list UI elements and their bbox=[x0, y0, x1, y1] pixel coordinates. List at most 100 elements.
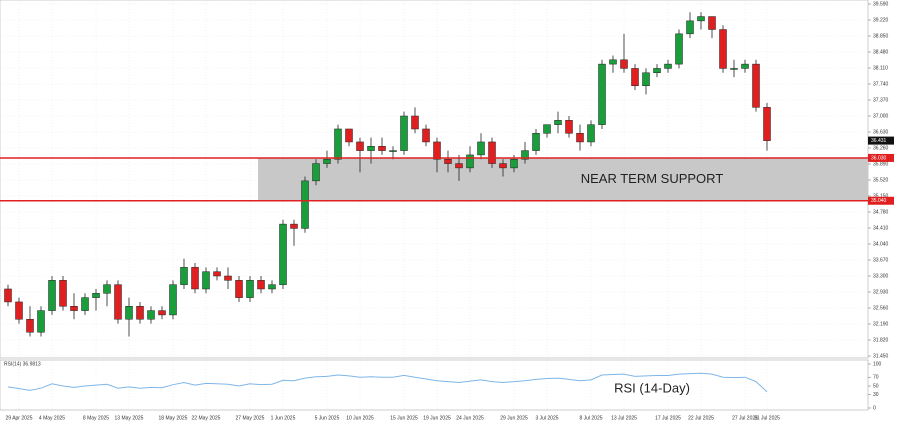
candle-body bbox=[191, 267, 199, 290]
candle-body bbox=[367, 146, 375, 151]
x-tick-label: 29 Apr 2025 bbox=[6, 415, 33, 421]
x-tick-label: 15 Jun 2025 bbox=[390, 415, 418, 421]
x-tick-label: 19 Jun 2025 bbox=[423, 415, 451, 421]
y-tick-label: 37.000 bbox=[873, 113, 889, 119]
candle-body bbox=[433, 141, 441, 160]
candle-body bbox=[26, 318, 34, 333]
y-tick-label: 39.590 bbox=[873, 1, 889, 7]
y-tick-label: 35.890 bbox=[873, 161, 889, 167]
candle-body bbox=[235, 280, 243, 298]
candle-body bbox=[81, 297, 89, 311]
x-tick-label: 27 Jul 2025 bbox=[732, 415, 758, 421]
candle-body bbox=[543, 124, 551, 134]
candle-body bbox=[642, 72, 650, 86]
y-tick-label: 33.300 bbox=[873, 273, 889, 279]
rsi-tick-label: 100 bbox=[873, 361, 882, 367]
candle-body bbox=[554, 120, 562, 125]
y-tick-label: 32.560 bbox=[873, 305, 889, 311]
candle-body bbox=[620, 59, 628, 69]
x-tick-label: 13 May 2025 bbox=[115, 415, 144, 421]
candle-body bbox=[697, 16, 705, 22]
candle-body bbox=[730, 68, 738, 70]
candle-body bbox=[48, 280, 56, 311]
candle-body bbox=[4, 288, 12, 303]
candle-body bbox=[202, 271, 210, 290]
candle-body bbox=[59, 280, 67, 307]
support-label-box bbox=[868, 153, 894, 162]
x-tick-label: 4 May 2025 bbox=[39, 415, 65, 421]
y-tick-label: 31.820 bbox=[873, 337, 889, 343]
candle-body bbox=[631, 68, 639, 86]
candle-body bbox=[686, 20, 694, 35]
rsi-tick-label: 70 bbox=[873, 375, 879, 381]
candle-body bbox=[169, 284, 177, 316]
candle-body bbox=[422, 128, 430, 143]
candle-body bbox=[653, 68, 661, 74]
candle-body bbox=[741, 63, 749, 69]
price-label-box bbox=[868, 136, 894, 145]
candle-body bbox=[389, 150, 397, 152]
y-tick-label: 34.410 bbox=[873, 225, 889, 231]
y-tick-label: 31.450 bbox=[873, 353, 889, 359]
candle-body bbox=[609, 59, 617, 65]
candle-body bbox=[70, 306, 78, 311]
candle-body bbox=[664, 63, 672, 69]
x-tick-label: 22 May 2025 bbox=[192, 415, 221, 421]
rsi-tick-label: 0 bbox=[873, 405, 876, 411]
support-zone bbox=[258, 157, 868, 201]
candle-body bbox=[257, 280, 265, 290]
x-tick-label: 5 Jun 2025 bbox=[315, 415, 340, 421]
candle-body bbox=[246, 280, 254, 298]
candle-body bbox=[400, 115, 408, 151]
rsi-label: RSI(14) 36.9813 bbox=[4, 361, 41, 367]
candle-body bbox=[499, 163, 507, 169]
y-tick-label: 34.040 bbox=[873, 241, 889, 247]
y-tick-label: 35.520 bbox=[873, 177, 889, 183]
x-tick-label: 17 Jul 2025 bbox=[655, 415, 681, 421]
candle-body bbox=[268, 284, 276, 290]
candle-body bbox=[224, 275, 232, 281]
y-tick-label: 35.150 bbox=[873, 193, 889, 199]
y-tick-label: 38.110 bbox=[873, 65, 888, 71]
x-tick-label: 31 Jul 2025 bbox=[754, 415, 780, 421]
price-label: 36.431 bbox=[871, 138, 887, 144]
candle-body bbox=[444, 158, 452, 164]
rsi-tick-label: 50 bbox=[873, 383, 879, 389]
x-tick-label: 27 May 2025 bbox=[236, 415, 265, 421]
candle-body bbox=[114, 284, 122, 320]
candle-body bbox=[103, 284, 111, 294]
y-tick-label: 33.670 bbox=[873, 257, 889, 263]
candle-body bbox=[290, 223, 298, 229]
y-tick-label: 38.850 bbox=[873, 33, 889, 39]
y-tick-label: 36.260 bbox=[873, 145, 889, 151]
y-tick-label: 37.370 bbox=[873, 97, 889, 103]
candle-body bbox=[279, 223, 287, 285]
candle-body bbox=[158, 310, 166, 316]
y-tick-label: 32.190 bbox=[873, 321, 889, 327]
y-tick-label: 34.780 bbox=[873, 209, 889, 215]
rsi-tick-label: 30 bbox=[873, 392, 879, 398]
x-tick-label: 13 Jul 2025 bbox=[611, 415, 637, 421]
y-tick-label: 32.930 bbox=[873, 289, 889, 295]
candle-body bbox=[312, 163, 320, 182]
rsi-annotation: RSI (14-Day) bbox=[614, 380, 690, 395]
candle-body bbox=[378, 146, 386, 151]
candle-body bbox=[345, 128, 353, 143]
candle-body bbox=[598, 63, 606, 125]
support-label-box bbox=[868, 196, 894, 205]
support-label: 36.030 bbox=[871, 155, 887, 161]
candle-body bbox=[334, 128, 342, 160]
rsi-panel bbox=[0, 359, 869, 411]
x-tick-label: 8 May 2025 bbox=[83, 415, 109, 421]
candle-body bbox=[763, 107, 771, 141]
candle-body bbox=[752, 63, 760, 108]
candle-body bbox=[92, 293, 100, 298]
x-tick-label: 3 Jul 2025 bbox=[535, 415, 558, 421]
candle-body bbox=[477, 141, 485, 156]
candle-body bbox=[466, 154, 474, 169]
candle-body bbox=[125, 306, 133, 320]
x-tick-label: 24 Jun 2025 bbox=[456, 415, 484, 421]
candle-body bbox=[576, 133, 584, 143]
y-tick-label: 37.740 bbox=[873, 81, 889, 87]
